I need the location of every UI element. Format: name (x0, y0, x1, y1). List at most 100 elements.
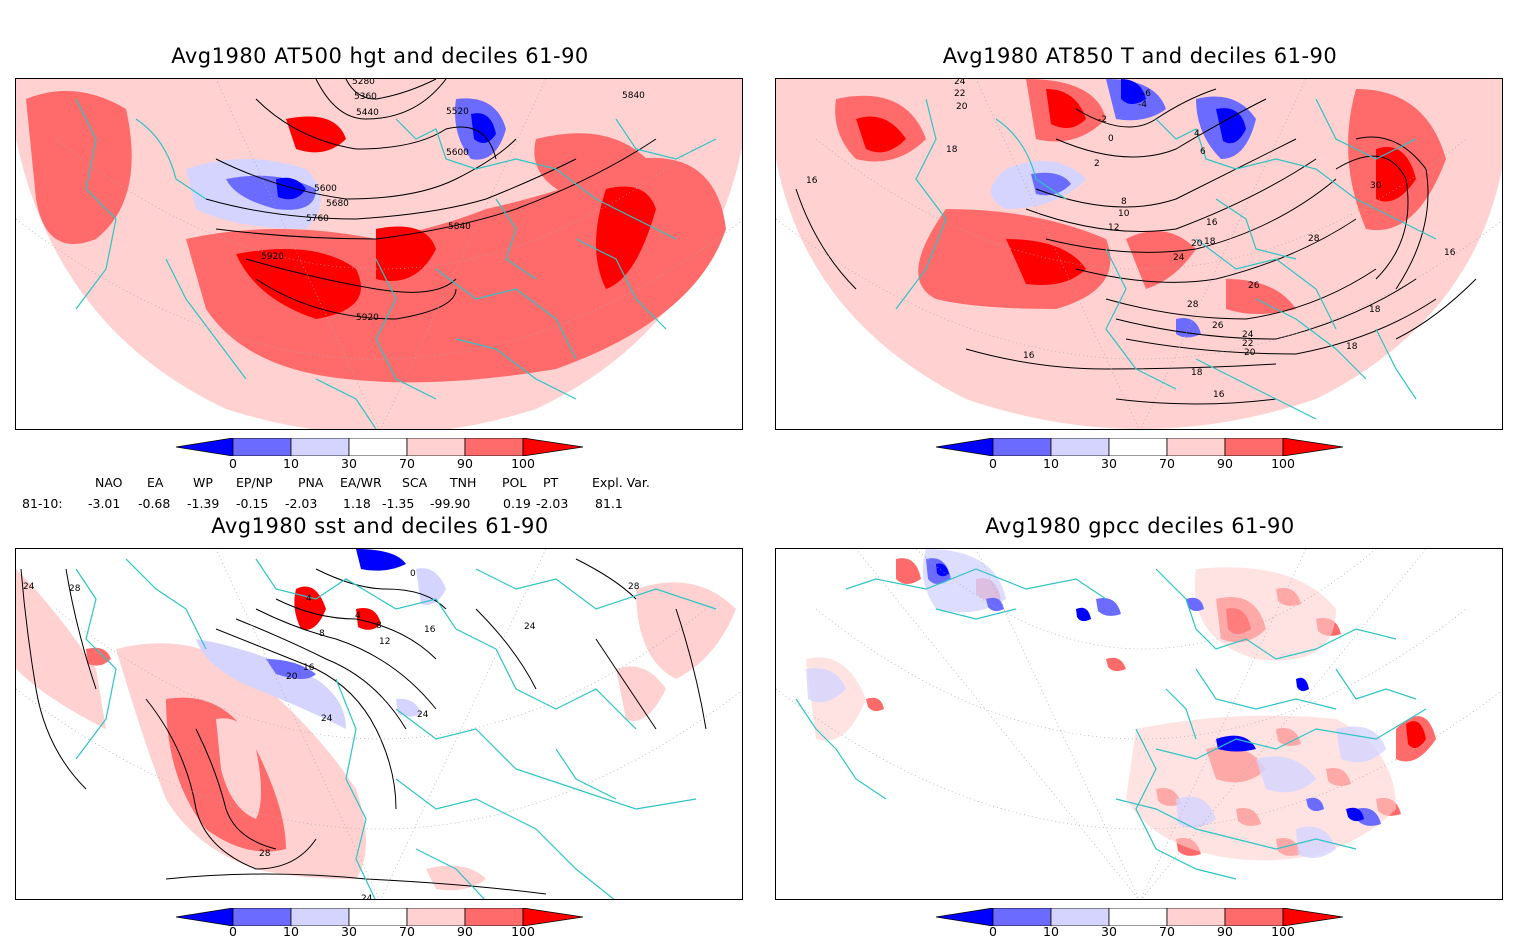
contour-label: 12 (379, 637, 390, 647)
colorbar-tick: 30 (1101, 456, 1117, 471)
contour-label: 16 (806, 176, 818, 186)
map-panel-t850: 24 22 20 -6 -4 -2 0 2 18 16 8 10 12 16 1… (775, 78, 1503, 430)
colorbar-tick: 10 (1043, 456, 1059, 471)
index-value: -0.68 (138, 496, 171, 511)
contour-label: 5440 (356, 108, 379, 118)
colorbar-tick: 0 (229, 924, 237, 939)
contour-label: 0 (410, 569, 416, 579)
contour-label: 12 (1108, 223, 1119, 233)
contour-label: 5520 (446, 107, 469, 117)
contour-label: 5600 (314, 184, 337, 194)
contour-label: 28 (259, 849, 271, 859)
index-header: EA/WR (340, 475, 382, 490)
contour-label: 18 (1346, 342, 1358, 352)
colorbar-sst: 0 10 30 70 90 100 (0, 908, 760, 939)
contour-label: 24 (524, 622, 536, 632)
contour-label: 5840 (622, 91, 645, 101)
contour-label: 18 (946, 145, 958, 155)
index-header: EA (147, 475, 164, 490)
contour-label: 16 (1023, 351, 1035, 361)
contour-label: 5920 (261, 252, 284, 262)
map-panel-hgt500: 5280 5360 5440 5520 5600 5600 5680 5760 … (15, 78, 743, 430)
colorbar-tick: 30 (341, 924, 357, 939)
map-panel-gpcc (775, 548, 1503, 900)
colorbar-tick: 70 (1159, 456, 1175, 471)
contour-label: -4 (1138, 100, 1147, 110)
contour-label: 16 (1206, 218, 1218, 228)
contour-label: 5600 (446, 148, 469, 158)
colorbar-hgt500: 0 10 30 70 90 100 (0, 438, 760, 471)
colorbar-tick: 0 (229, 456, 237, 471)
contour-label: 26 (1248, 281, 1260, 291)
index-value: 0.19 (503, 496, 531, 511)
colorbar-tick: 90 (1217, 456, 1233, 471)
map-panel-sst: 24 28 0 4 8 4 8 12 16 20 24 16 24 24 28 … (15, 548, 743, 900)
colorbar-tick: 10 (283, 456, 299, 471)
index-value: 1.18 (343, 496, 371, 511)
contour-label: 4 (355, 611, 361, 621)
index-value: -99.90 (430, 496, 471, 511)
panel-title-sst: Avg1980 sst and deciles 61-90 (211, 514, 549, 538)
contour-label: 18 (1191, 368, 1203, 378)
index-value: 81.1 (595, 496, 623, 511)
colorbar-tick: 70 (399, 456, 415, 471)
index-row-label: 81-10: (22, 496, 63, 511)
contour-label: 5280 (352, 79, 375, 87)
colorbar-tick: 90 (1217, 924, 1233, 939)
contour-label: 5920 (356, 313, 379, 323)
contour-label: 28 (628, 582, 640, 592)
contour-label: 24 (361, 894, 373, 900)
index-value: -3.01 (88, 496, 121, 511)
colorbar-tick: 100 (511, 456, 535, 471)
index-header: SCA (402, 475, 428, 490)
colorbar-tick: 90 (457, 924, 473, 939)
contour-label: 8 (1121, 197, 1127, 207)
index-header: TNH (450, 475, 477, 490)
panel-title-t850: Avg1980 AT850 T and deciles 61-90 (942, 44, 1338, 68)
contour-label: 24 (417, 710, 429, 720)
contour-label: 2 (1094, 159, 1100, 169)
contour-label: 24 (1173, 253, 1185, 263)
contour-label: -6 (1142, 89, 1151, 99)
contour-label: 8 (376, 621, 382, 631)
colorbar-tick: 100 (511, 924, 535, 939)
contour-label: 5840 (448, 222, 471, 232)
contour-label: 20 (956, 102, 968, 112)
contour-label: 24 (321, 714, 333, 724)
contour-label: 4 (306, 594, 312, 604)
contour-label: 10 (1118, 209, 1130, 219)
index-header: Expl. Var. (592, 475, 650, 490)
contour-label: 20 (286, 672, 298, 682)
index-value: -2.03 (536, 496, 569, 511)
index-header: NAO (95, 475, 123, 490)
contour-label: 16 (1444, 248, 1456, 258)
colorbar-tick: 30 (341, 456, 357, 471)
index-header: PT (543, 475, 559, 490)
index-header: PNA (298, 475, 324, 490)
index-value: -1.39 (187, 496, 220, 511)
contour-label: 22 (954, 89, 965, 99)
colorbar-tick: 70 (399, 924, 415, 939)
contour-label: 0 (1108, 134, 1114, 144)
contour-label: 16 (424, 625, 436, 635)
contour-label: 4 (1194, 129, 1200, 139)
colorbar-tick: 70 (1159, 924, 1175, 939)
colorbar-tick: 100 (1271, 924, 1295, 939)
contour-label: 8 (319, 629, 325, 639)
index-value: -2.03 (285, 496, 318, 511)
colorbar-tick: 10 (283, 924, 299, 939)
colorbar-tick: 100 (1271, 456, 1295, 471)
index-header: POL (502, 475, 527, 490)
contour-label: 5680 (326, 199, 349, 209)
colorbar-tick: 30 (1101, 924, 1117, 939)
contour-label: 18 (1369, 305, 1381, 315)
contour-label: 28 (69, 584, 81, 594)
contour-label: 30 (1370, 181, 1382, 191)
contour-label: 28 (1187, 300, 1199, 310)
contour-label: 5760 (306, 214, 329, 224)
contour-label: 26 (1212, 321, 1224, 331)
index-header: EP/NP (236, 475, 273, 490)
contour-label: 6 (1200, 147, 1206, 157)
contour-label: 20 (1244, 348, 1256, 358)
contour-label: 5360 (354, 92, 377, 102)
